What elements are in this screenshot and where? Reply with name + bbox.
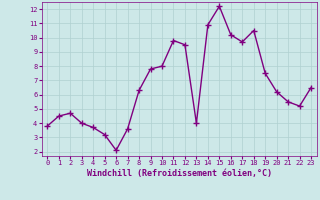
X-axis label: Windchill (Refroidissement éolien,°C): Windchill (Refroidissement éolien,°C): [87, 169, 272, 178]
